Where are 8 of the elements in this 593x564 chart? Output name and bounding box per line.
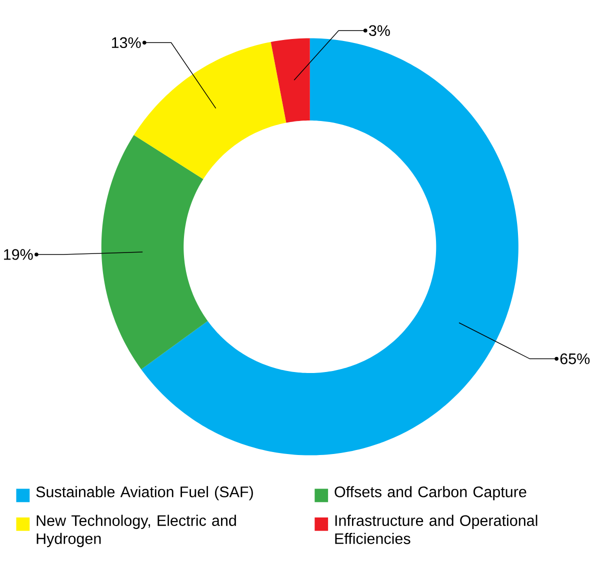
- data-label: 3%: [369, 25, 390, 36]
- data-label: 65%: [560, 353, 590, 364]
- data-label: 13%: [112, 37, 141, 48]
- data-label: 19%: [4, 248, 33, 260]
- legend-label: New Technology, Electric and Hydrogen: [36, 514, 236, 547]
- legend-label: Infrastructure and Operational Efficiencies: [335, 514, 538, 544]
- legend-label: Sustainable Aviation Fuel (SAF): [36, 486, 253, 500]
- legend-label: Offsets and Carbon Capture: [334, 486, 526, 500]
